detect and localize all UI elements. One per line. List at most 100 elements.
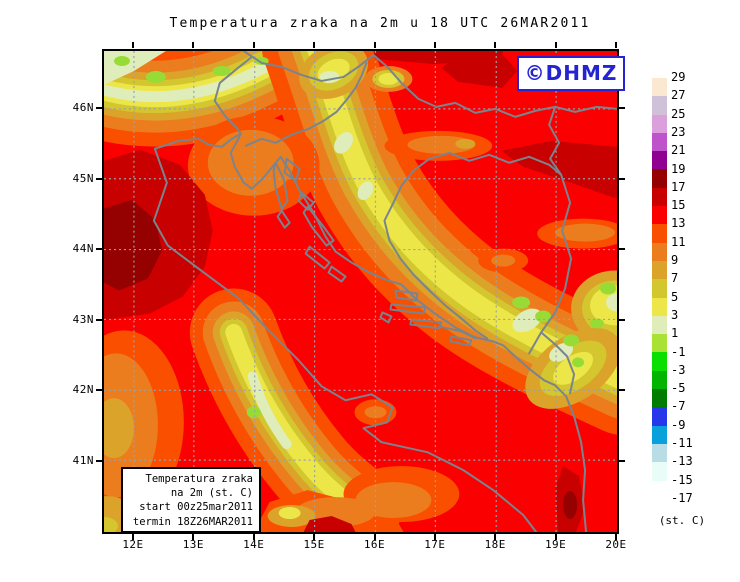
y-tick-left (96, 318, 102, 321)
colorbar-tick-label: 13 (671, 216, 686, 231)
y-tick-right (619, 177, 625, 180)
y-tick-right (619, 107, 625, 109)
colorbar-block (652, 407, 667, 426)
island-losinj (276, 209, 291, 229)
colorbar-tick-label: 29 (671, 70, 686, 84)
x-tick-bottom (554, 534, 557, 540)
x-axis-label: 20E (605, 538, 627, 551)
colorbar-tick-label: 21 (671, 143, 686, 158)
border-croatia-bosnia (383, 151, 563, 340)
field-apennine-band (189, 288, 402, 532)
field-south-italy (253, 399, 460, 532)
y-axis-label: 42N (72, 383, 94, 396)
colorbar-block (652, 279, 667, 298)
x-axis-label: 12E (122, 538, 144, 551)
x-tick-bottom (494, 534, 497, 540)
gridlines (104, 51, 617, 532)
map-canvas (104, 51, 617, 532)
y-axis-label: 43N (72, 312, 94, 326)
info-box: Temperatura zraka na 2m (st. C) start 00… (121, 467, 261, 533)
info-line-2: na 2m (st. C) (170, 487, 253, 500)
colorbar-tick-label: 15 (671, 198, 686, 213)
field-dark-red (104, 51, 617, 532)
colorbar-tick-label: -5 (671, 381, 686, 396)
y-tick-right (619, 389, 625, 391)
island-vis (379, 311, 393, 324)
y-tick-right (619, 459, 625, 462)
y-axis-label: 45N (72, 171, 94, 185)
colorbar-tick-label: 9 (671, 253, 679, 267)
coastlines-borders (152, 51, 617, 532)
island-brac (394, 289, 419, 302)
x-tick-bottom (313, 534, 316, 540)
border-slovenia-croatia (244, 61, 368, 147)
island-cres (272, 161, 289, 210)
island-korcula (409, 318, 443, 330)
coastline-north-adriatic (153, 132, 242, 150)
x-tick-bottom (252, 534, 255, 540)
colorbar-tick-label: 7 (671, 271, 679, 286)
colorbar-tick-label: -11 (671, 436, 693, 450)
border-north (242, 51, 617, 118)
colorbar-tick-label: 23 (671, 124, 686, 139)
colorbar-tick-label: 17 (671, 179, 686, 194)
y-tick-left (96, 248, 102, 250)
colorbar-tick-label: -17 (671, 490, 693, 505)
colorbar-tick-label: 3 (671, 307, 679, 322)
colorbar-tick-label: 19 (671, 161, 686, 176)
colorbar-block (652, 78, 667, 97)
page-title: Temperatura zraka na 2m u 18 UTC 26MAR20… (169, 16, 591, 31)
y-tick-right (619, 248, 625, 250)
colorbar-tick-label: 25 (671, 106, 686, 121)
x-tick-top (433, 42, 436, 48)
x-tick-bottom (192, 534, 195, 540)
colorbar-block (652, 425, 667, 444)
island-dugi-otok (304, 245, 331, 270)
x-axis-label: 18E (484, 538, 506, 551)
colorbar-block (652, 224, 667, 243)
colorbar-tick-label: 1 (671, 326, 679, 341)
x-tick-bottom (373, 534, 376, 540)
y-axis-label: 44N (72, 242, 94, 255)
island-pag (302, 205, 335, 247)
peninsula-peljesac (438, 325, 477, 340)
info-line-4: termin 18Z26MAR2011 (132, 515, 253, 528)
x-tick-bottom (615, 534, 617, 540)
colorbar-tick-label: -1 (671, 344, 686, 359)
x-tick-bottom (433, 534, 436, 540)
y-tick-left (96, 177, 102, 180)
colorbar-block (652, 242, 667, 261)
island-krk (283, 157, 301, 182)
coastline-italy (152, 147, 538, 532)
border-drina (528, 173, 573, 355)
island-hvar (389, 303, 427, 315)
y-tick-left (96, 389, 102, 391)
y-tick-left (96, 107, 102, 109)
field-orange-pockets (384, 130, 617, 273)
colorbar-block (652, 206, 667, 225)
colorbar-tick-label: -13 (671, 454, 693, 469)
map-frame: ©DHMZ Temperatura zraka na 2m (st. C) st… (102, 49, 625, 534)
colorbar-tick-label: 11 (671, 234, 686, 249)
x-tick-top (252, 42, 255, 48)
colorbar-tick-label: -15 (671, 472, 693, 487)
colorbar-block (652, 260, 667, 280)
border-italy-slovenia (213, 55, 253, 135)
y-axis-label: 41N (72, 453, 94, 467)
colorbar-blocks (652, 78, 667, 499)
x-axis-label: 13E (182, 538, 205, 551)
colorbar-tick-label: 27 (671, 88, 686, 103)
dhmz-watermark: ©DHMZ (517, 56, 625, 91)
colorbar-unit-label: (st. C) (658, 514, 706, 527)
border-danube (548, 105, 563, 176)
colorbar-block (652, 315, 667, 335)
x-tick-top (615, 42, 617, 48)
colorbar-block (652, 334, 667, 353)
y-tick-right (619, 318, 625, 321)
colorbar-block (652, 480, 667, 499)
island-kornati (327, 265, 347, 283)
island-rab (297, 191, 315, 211)
field-green-spots (113, 55, 617, 419)
x-tick-top (313, 42, 316, 48)
